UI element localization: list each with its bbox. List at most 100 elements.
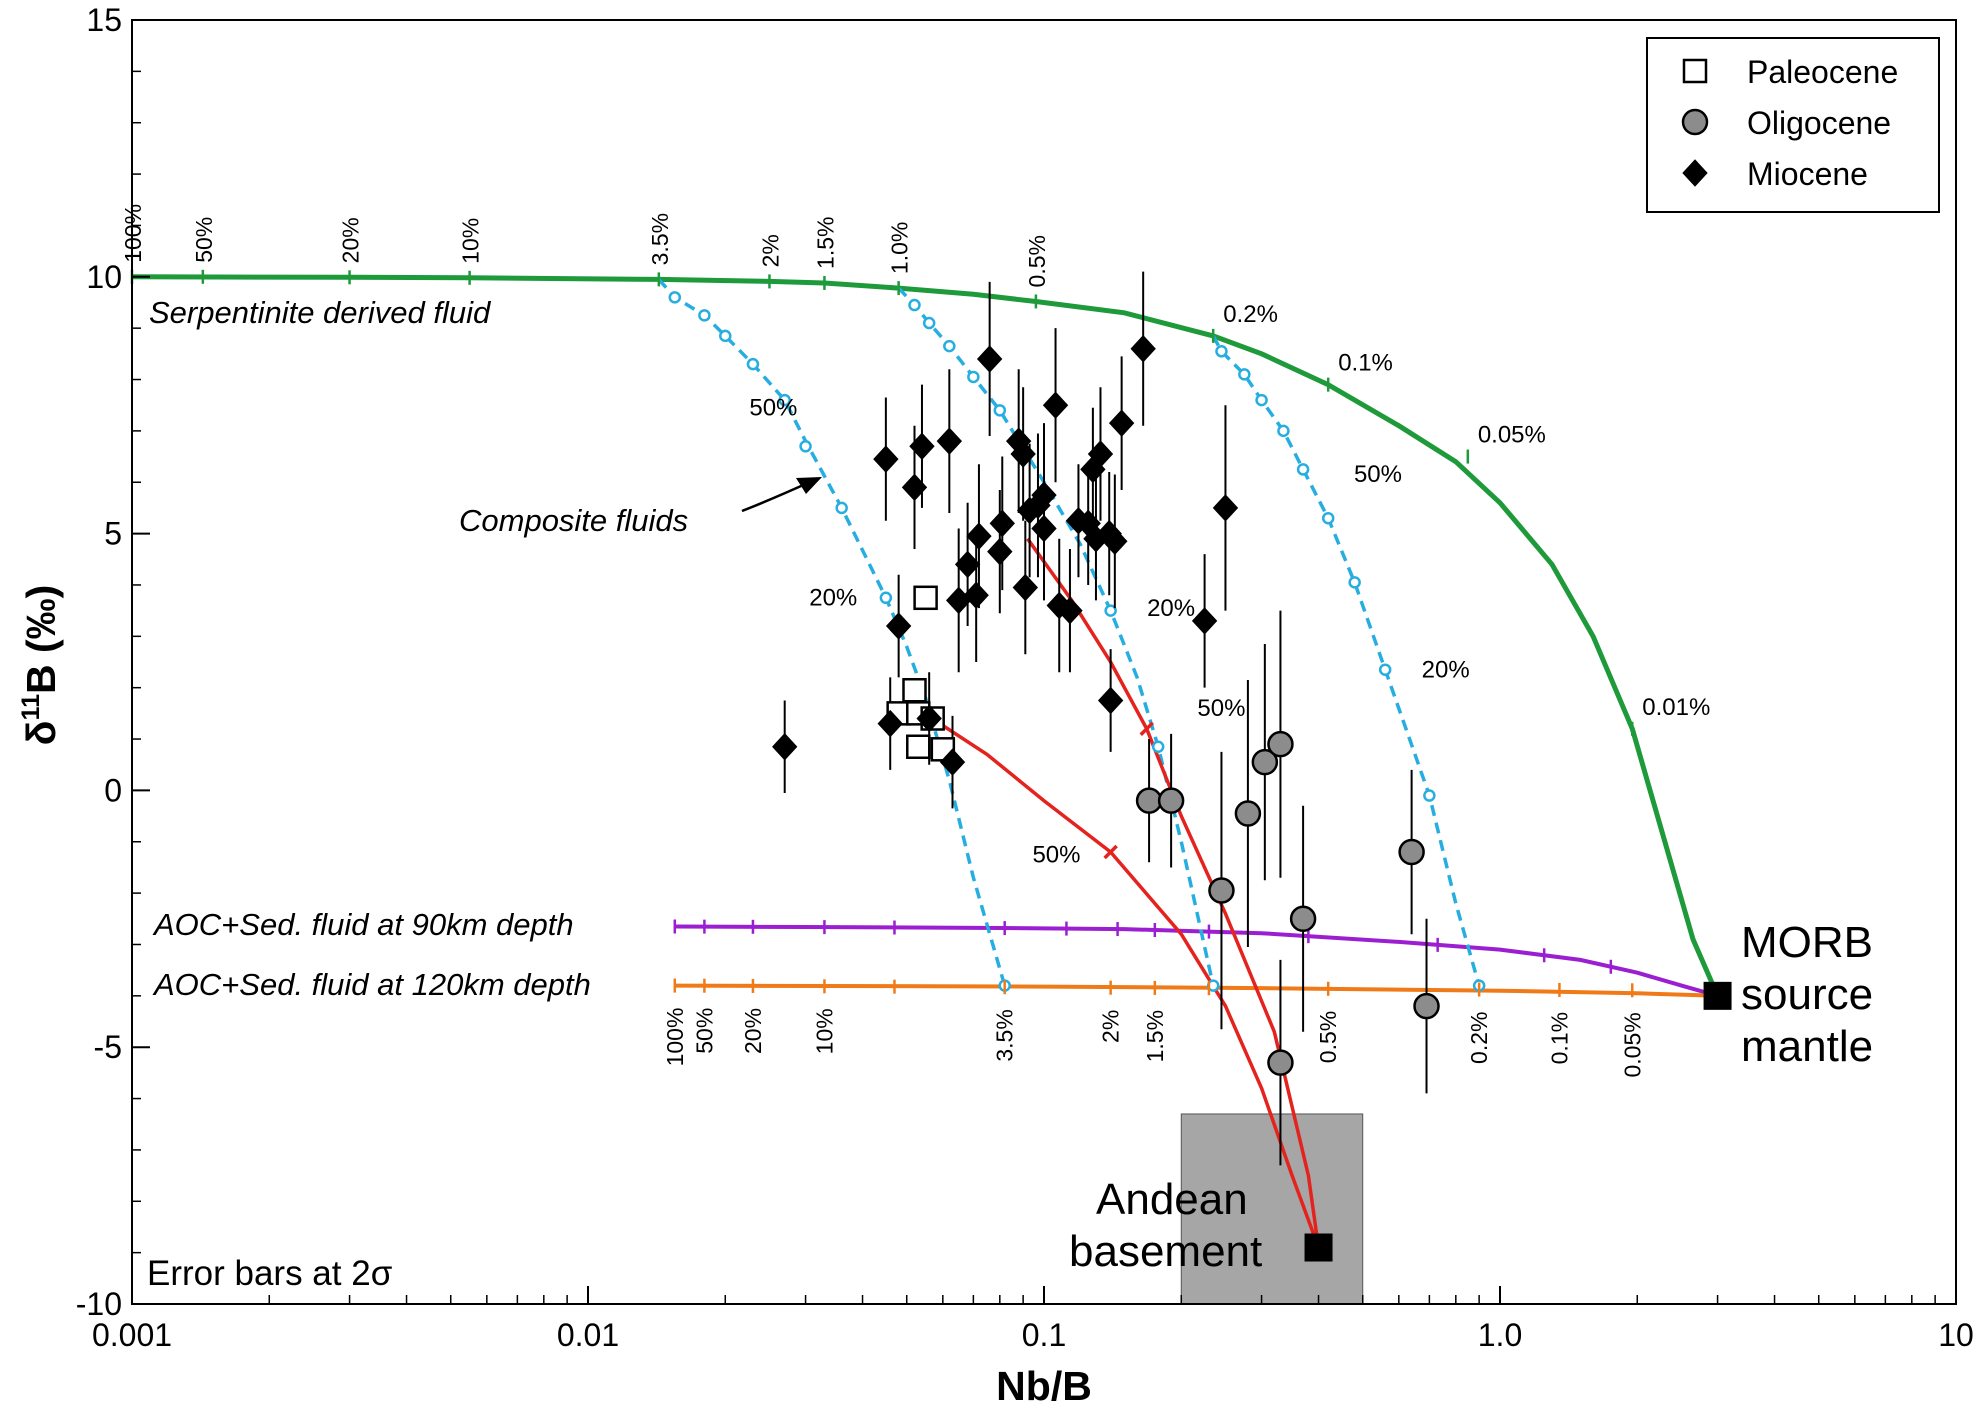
- legend-label: Miocene: [1747, 156, 1868, 192]
- oligocene-point: [1157, 787, 1185, 814]
- oligocene-point: [1398, 838, 1425, 866]
- aoc120-tick-label: 0.5%: [1315, 1011, 1341, 1063]
- serpentinite-tick-label: 0.01%: [1642, 694, 1710, 721]
- aoc120-tick-label: 100%: [662, 1008, 688, 1067]
- composite-arrow-head: [796, 477, 822, 494]
- composite-marker-1-4: [746, 357, 760, 371]
- serpentinite-tick-label: 1.5%: [812, 217, 838, 269]
- y-tick-label: 5: [104, 516, 122, 552]
- data-points-layer: [772, 271, 1440, 1166]
- serpentinite-tick-label: 1.0%: [887, 222, 913, 274]
- aoc120-tick-label: 2%: [1098, 1010, 1124, 1043]
- legend: Paleocene Oligocene Miocene: [1646, 37, 1940, 213]
- serpentinite-tick-label: 0.1%: [1338, 350, 1393, 377]
- oligocene-point: [1267, 730, 1294, 758]
- serpentinite-tick-label: 50%: [191, 217, 217, 263]
- mixing-tick: [1139, 721, 1154, 737]
- andean-label: basement: [1069, 1227, 1262, 1276]
- serpentinite-tick-label: 0.05%: [1478, 422, 1546, 449]
- mixing-tick: [1103, 844, 1118, 860]
- serpentinite-label: Serpentinite derived fluid: [149, 295, 492, 330]
- y-axis-title-delta: δ: [18, 720, 64, 745]
- y-tick-label: -5: [94, 1029, 122, 1065]
- mixing-curve-2: [935, 719, 1321, 1249]
- percent-label: 20%: [1147, 595, 1195, 622]
- aoc120-tick-label: 0.05%: [1619, 1012, 1645, 1077]
- composite-marker-2-7: [1151, 740, 1165, 753]
- aoc120-tick-label: 3.5%: [992, 1009, 1018, 1061]
- x-tick-label: 0.01: [557, 1317, 619, 1353]
- miocene-point: [987, 537, 1013, 566]
- oligocene-point: [1251, 748, 1279, 776]
- mixing-curve-1: [1026, 537, 1321, 1248]
- composite-marker-3-1: [1215, 345, 1228, 358]
- miocene-point: [901, 473, 928, 502]
- percent-label: 50%: [749, 394, 797, 421]
- percent-label: 50%: [1197, 695, 1245, 722]
- composite-arrow-line: [741, 480, 811, 513]
- legend-label: Paleocene: [1747, 54, 1898, 90]
- serpentinite-tick-label: 2%: [757, 234, 783, 267]
- percent-label: 50%: [1354, 461, 1402, 488]
- serpentinite-tick-label: 20%: [338, 217, 364, 263]
- y-tick-label: 10: [86, 259, 122, 295]
- y-axis-title: δ11B (‰): [17, 585, 64, 746]
- miocene-point: [1108, 409, 1135, 437]
- aoc120-tick-label: 0.1%: [1546, 1012, 1572, 1064]
- serpentinite-tick-label: 0.2%: [1223, 301, 1278, 328]
- morb-label: MORB: [1741, 918, 1873, 967]
- composite-marker-2-1: [908, 298, 921, 312]
- aoc90-label: AOC+Sed. fluid at 90km depth: [152, 907, 574, 942]
- composite-marker-3-2: [1238, 368, 1251, 381]
- miocene-point: [1130, 334, 1156, 363]
- miocene-point: [1042, 391, 1069, 419]
- aoc90-curve: [674, 924, 1719, 998]
- serpentinite-curve: [131, 274, 1720, 997]
- composite-marker-2-6: [1104, 604, 1117, 617]
- miocene-point: [1087, 440, 1114, 468]
- oligocene-point: [1135, 787, 1163, 814]
- basement-layer: [1180, 1113, 1364, 1305]
- legend-marker-black-diamond: [1682, 159, 1708, 187]
- composite-marker-2-5: [993, 404, 1007, 417]
- composite-marker-3-9: [1423, 789, 1436, 802]
- miocene-point: [1012, 573, 1039, 602]
- miocene-point: [916, 704, 942, 733]
- composite-marker-1-3: [719, 329, 732, 343]
- annotation-layer: Serpentinite derived fluid Composite flui…: [147, 295, 1470, 1293]
- miocene-point: [976, 345, 1003, 373]
- miocene-point: [877, 709, 903, 738]
- paleocene-point: [913, 585, 938, 611]
- miocene-point: [963, 581, 989, 609]
- y-axis-title-rest: B (‰): [18, 585, 64, 694]
- oligocene-point: [1208, 877, 1235, 904]
- aoc120-tick-label: 1.5%: [1142, 1010, 1168, 1062]
- oligocene-point: [1289, 905, 1317, 933]
- miocene-point: [954, 550, 981, 579]
- miocene-point: [936, 427, 963, 455]
- aoc120-tick-label: 20%: [740, 1008, 766, 1054]
- morb-label: source: [1741, 970, 1873, 1019]
- aoc120-tick-label: 0.2%: [1466, 1012, 1492, 1064]
- serpentinite-tick-label: 10%: [458, 218, 484, 264]
- paleocene-point: [902, 677, 927, 703]
- miocene-point: [909, 432, 935, 461]
- composite-marker-1-2: [698, 309, 711, 322]
- miocene-point: [1057, 596, 1083, 625]
- miocene-point: [989, 509, 1015, 538]
- legend-marker-gray-circle: [1681, 108, 1709, 136]
- andean-end-member: [1304, 1233, 1333, 1262]
- x-tick-label: 0.1: [1022, 1317, 1066, 1353]
- composite-marker-3-7: [1348, 576, 1361, 589]
- composite-marker-1-5: [778, 393, 791, 407]
- composite-marker-1-8: [879, 591, 893, 605]
- legend-label: Oligocene: [1747, 105, 1891, 141]
- miocene-point: [1102, 527, 1128, 556]
- composite-marker-1-6: [799, 440, 812, 453]
- composite-curve-1: [657, 278, 1007, 987]
- percent-label: 50%: [1032, 841, 1080, 868]
- composite-marker-1-7: [835, 501, 848, 515]
- composite-marker-2-2: [922, 316, 936, 330]
